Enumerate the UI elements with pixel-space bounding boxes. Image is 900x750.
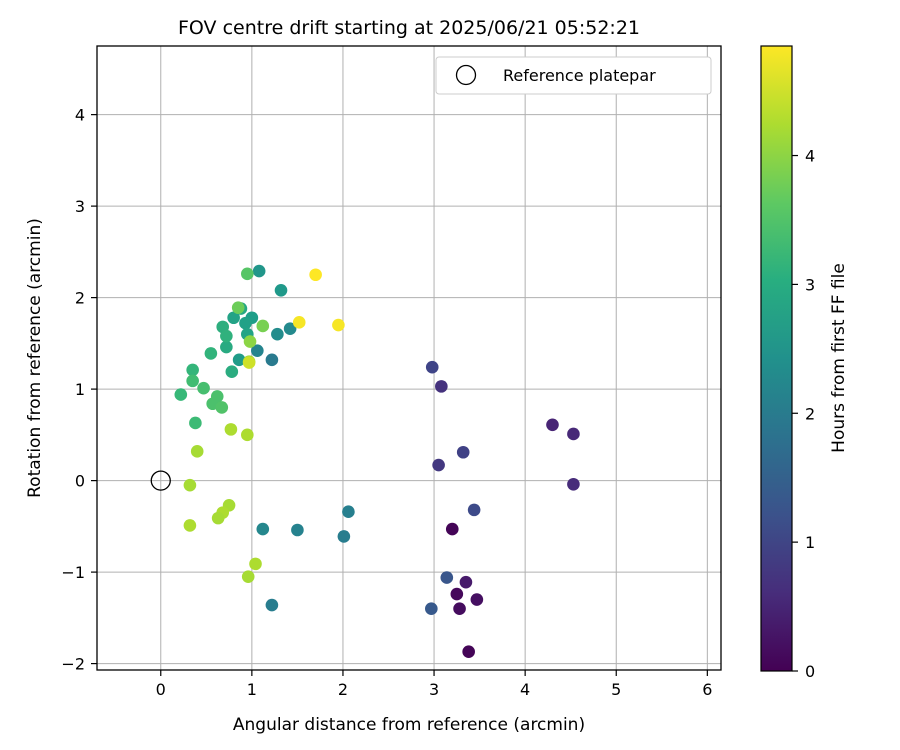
scatter-point xyxy=(271,327,284,341)
scatter-point xyxy=(241,267,254,281)
scatter-point xyxy=(174,388,188,401)
scatter-point xyxy=(183,519,197,532)
scatter-point xyxy=(249,557,262,571)
grid-lines xyxy=(97,46,721,670)
scatter-point xyxy=(220,329,233,343)
plot-frame xyxy=(96,45,722,671)
scatter-point xyxy=(274,283,288,297)
scatter-point xyxy=(225,365,239,379)
scatter-point xyxy=(204,347,218,360)
scatter-point xyxy=(425,602,438,615)
scatter-point xyxy=(227,311,240,325)
scatter-point xyxy=(183,478,197,492)
y-axis-label: Rotation from reference (arcmin) xyxy=(25,218,45,498)
x-tick-label: 4 xyxy=(520,680,530,699)
x-tick-label: 6 xyxy=(702,680,712,699)
scatter-point xyxy=(215,401,229,414)
scatter-point xyxy=(456,445,470,459)
x-tick-label: 0 xyxy=(156,680,166,699)
colorbar-ticks: 0 1 2 3 4 xyxy=(792,147,815,681)
scatter-point xyxy=(432,458,445,472)
x-axis-label: Angular distance from reference (arcmin) xyxy=(233,715,585,735)
colorbar-tick-label: 3 xyxy=(805,275,815,294)
scatter-point xyxy=(309,268,322,282)
scatter-point xyxy=(459,575,473,589)
x-tick-label: 5 xyxy=(611,680,621,699)
colorbar-label: Hours from first FF file xyxy=(829,263,849,453)
legend-box xyxy=(435,56,712,95)
scatter-point xyxy=(252,264,266,278)
axis-ticks: 0 1 2 3 4 5 6 −2 −1 0 1 2 3 4 xyxy=(61,106,712,699)
scatter-point xyxy=(265,598,279,612)
scatter-points xyxy=(150,264,580,659)
y-tick-label: 0 xyxy=(75,472,85,491)
y-tick-label: −1 xyxy=(61,563,85,582)
scatter-point xyxy=(232,353,246,367)
scatter-point xyxy=(567,427,580,441)
scatter-point xyxy=(251,344,264,357)
scatter-point xyxy=(445,522,459,536)
colorbar: 0 1 2 3 4 Hours from first FF file xyxy=(760,45,849,681)
scatter-point xyxy=(342,505,355,519)
scatter-point xyxy=(546,418,559,432)
y-tick-label: 1 xyxy=(75,380,85,399)
scatter-point xyxy=(435,380,448,393)
y-tick-label: 3 xyxy=(75,197,85,216)
scatter-point xyxy=(190,445,204,458)
scatter-point xyxy=(265,353,279,367)
scatter-point xyxy=(224,423,238,436)
colorbar-tick-label: 2 xyxy=(805,404,815,423)
scatter-point xyxy=(243,335,257,348)
scatter-point xyxy=(470,593,484,606)
scatter-point xyxy=(450,587,464,601)
scatter-point xyxy=(242,356,256,369)
y-tick-label: −2 xyxy=(61,655,85,674)
scatter-point xyxy=(567,477,580,491)
scatter-point xyxy=(283,322,297,336)
scatter-point xyxy=(211,511,225,525)
y-tick-label: 4 xyxy=(75,106,85,125)
chart-title: FOV centre drift starting at 2025/06/21 … xyxy=(178,17,640,39)
scatter-point xyxy=(453,602,466,615)
scatter-point xyxy=(440,571,454,584)
scatter-point xyxy=(256,522,270,536)
x-tick-label: 2 xyxy=(338,680,348,699)
scatter-point xyxy=(425,360,439,374)
colorbar-gradient xyxy=(760,45,793,672)
scatter-point xyxy=(332,318,345,332)
scatter-point xyxy=(186,363,199,377)
colorbar-tick-label: 0 xyxy=(805,662,815,681)
y-tick-label: 2 xyxy=(75,289,85,308)
scatter-point xyxy=(241,428,254,442)
scatter-point xyxy=(197,381,210,395)
scatter-point xyxy=(186,374,199,388)
legend: Reference platepar xyxy=(435,56,712,95)
scatter-point xyxy=(241,570,255,583)
scatter-point xyxy=(337,530,351,543)
colorbar-tick-label: 1 xyxy=(805,533,815,552)
scatter-point xyxy=(210,390,224,403)
scatter-point xyxy=(256,319,270,333)
scatter-point xyxy=(292,316,306,329)
legend-marker-reference xyxy=(455,64,477,86)
reference-platepar-marker xyxy=(150,470,171,491)
x-tick-label: 1 xyxy=(247,680,257,699)
scatter-point xyxy=(462,645,475,659)
scatter-point xyxy=(467,503,481,517)
scatter-point xyxy=(231,301,245,314)
scatter-point xyxy=(291,523,304,537)
scatter-point xyxy=(189,416,202,430)
x-tick-label: 3 xyxy=(429,680,439,699)
legend-label-reference: Reference platepar xyxy=(503,66,656,85)
scatter-point xyxy=(220,340,233,354)
scatter-point xyxy=(239,316,252,330)
colorbar-tick-label: 4 xyxy=(805,147,815,166)
